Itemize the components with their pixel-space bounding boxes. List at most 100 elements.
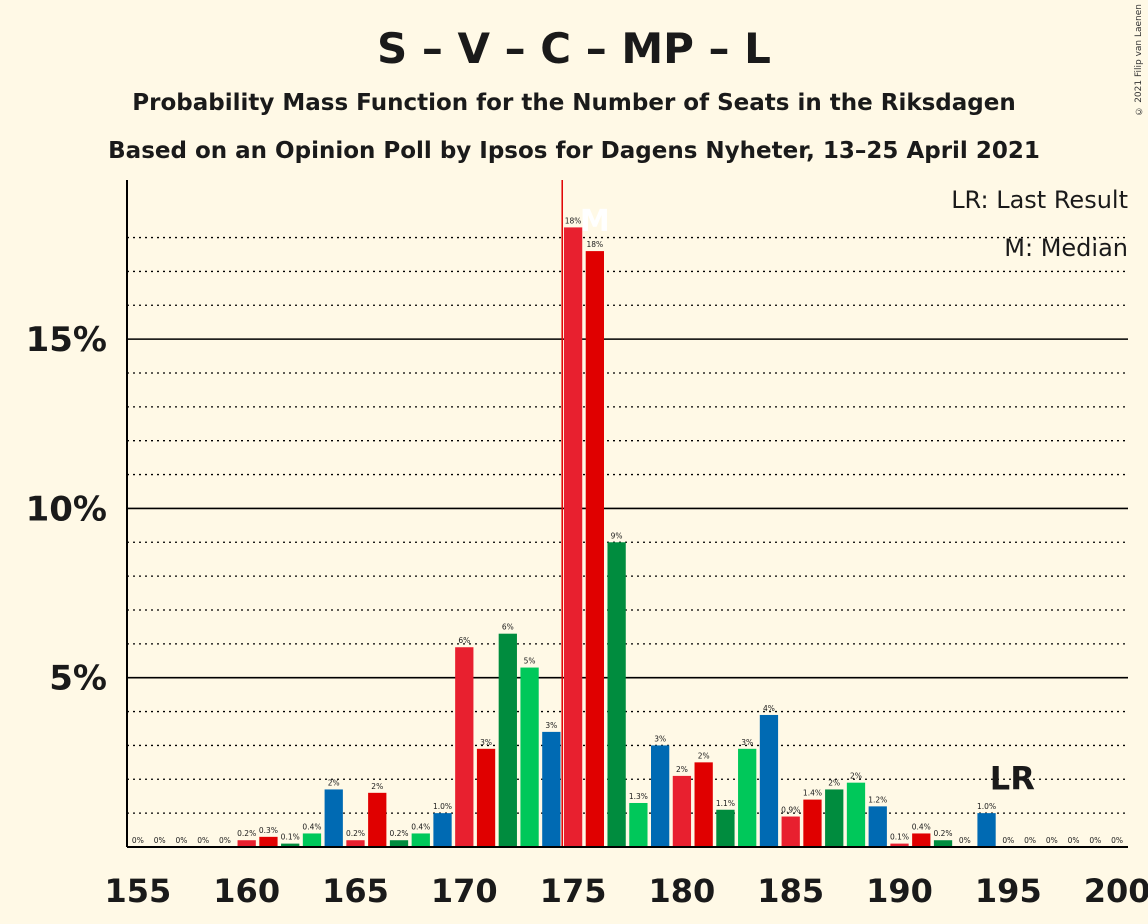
y-tick-label: 10% xyxy=(26,489,107,529)
bar xyxy=(498,633,517,847)
bar xyxy=(651,745,670,847)
bar-value-label: 0.2% xyxy=(934,829,953,838)
x-tick-label: 160 xyxy=(213,872,280,910)
bar xyxy=(411,833,430,847)
bar-value-label: 1.0% xyxy=(977,802,996,811)
bar xyxy=(433,813,452,847)
bar-value-label: 0% xyxy=(1111,836,1123,845)
x-tick-label: 155 xyxy=(104,872,171,910)
chart-subtitle-source: Based on an Opinion Poll by Ipsos for Da… xyxy=(108,138,1040,164)
bar-value-label: 1.2% xyxy=(868,795,887,804)
bar xyxy=(476,748,496,847)
last-result-marker: LR xyxy=(990,759,1035,797)
bar xyxy=(825,789,844,847)
chart-title: S – V – C – MP – L xyxy=(377,24,771,73)
bar-value-label: 0.2% xyxy=(237,829,256,838)
bar-value-label: 9% xyxy=(611,531,623,540)
bar-value-label: 2% xyxy=(328,778,340,787)
bar-value-label: 2% xyxy=(850,772,862,781)
bar-value-label: 0% xyxy=(1068,836,1080,845)
bar-value-label: 0% xyxy=(1046,836,1058,845)
bar-value-label: 0% xyxy=(197,836,209,845)
bar xyxy=(607,542,626,847)
bar-value-label: 0.1% xyxy=(890,833,909,842)
x-tick-label: 170 xyxy=(431,872,498,910)
y-tick-label: 5% xyxy=(49,659,107,699)
bar-value-label: 3% xyxy=(545,721,557,730)
bar xyxy=(585,251,604,848)
bar xyxy=(868,806,887,847)
bar xyxy=(912,833,931,847)
bar xyxy=(237,840,256,847)
bar-value-label: 0.9% xyxy=(781,806,800,815)
bar xyxy=(563,227,583,848)
bar xyxy=(977,813,996,847)
bar-value-label: 1.1% xyxy=(716,799,735,808)
bar-value-label: 0% xyxy=(959,836,971,845)
bar-value-label: 3% xyxy=(741,738,753,747)
bar-value-label: 1.4% xyxy=(803,789,822,798)
bar xyxy=(890,843,909,847)
bar xyxy=(629,802,648,847)
bar-value-label: 1.0% xyxy=(433,802,452,811)
bar-value-label: 4% xyxy=(763,704,775,713)
bar xyxy=(302,833,322,847)
bar xyxy=(520,667,539,847)
x-tick-label: 175 xyxy=(540,872,607,910)
bar xyxy=(716,809,735,847)
bar xyxy=(803,799,822,847)
bar-value-label: 5% xyxy=(524,657,536,666)
bar-value-label: 0% xyxy=(175,836,187,845)
bar xyxy=(781,816,800,847)
bar xyxy=(738,748,757,847)
bar-value-label: 0% xyxy=(1024,836,1036,845)
x-tick-label: 165 xyxy=(322,872,389,910)
bar-value-label: 2% xyxy=(698,751,710,760)
bar xyxy=(324,789,343,847)
bar-value-label: 0.4% xyxy=(912,822,931,831)
bar xyxy=(933,840,953,847)
bar xyxy=(542,731,561,847)
bar xyxy=(846,782,866,847)
bar xyxy=(281,843,300,847)
y-tick-label: 15% xyxy=(26,320,107,360)
bar-value-label: 0% xyxy=(1002,836,1014,845)
median-marker: M xyxy=(580,204,610,239)
x-tick-label: 195 xyxy=(975,872,1042,910)
x-tick-label: 185 xyxy=(757,872,824,910)
chart-subtitle: Probability Mass Function for the Number… xyxy=(132,90,1016,116)
bar xyxy=(672,775,692,847)
bar-value-label: 0.4% xyxy=(411,822,430,831)
bar xyxy=(389,840,409,847)
bar-value-label: 2% xyxy=(676,765,688,774)
bar-value-label: 3% xyxy=(480,738,492,747)
bar xyxy=(368,792,387,847)
bar xyxy=(346,840,365,847)
legend-last-result: LR: Last Result xyxy=(951,186,1128,214)
bar-value-label: 18% xyxy=(565,216,582,225)
bar-value-label: 0.4% xyxy=(302,822,321,831)
x-tick-label: 190 xyxy=(866,872,933,910)
bar-value-label: 2% xyxy=(828,778,840,787)
x-tick-label: 180 xyxy=(649,872,716,910)
bar-value-label: 18% xyxy=(587,240,604,249)
bar xyxy=(759,714,779,847)
bar-value-label: 6% xyxy=(502,623,514,632)
bar xyxy=(455,647,474,847)
bar-value-label: 0.1% xyxy=(281,833,300,842)
bar xyxy=(259,836,278,847)
bar-value-label: 0% xyxy=(154,836,166,845)
bar-value-label: 2% xyxy=(371,782,383,791)
legend-median: M: Median xyxy=(1004,234,1128,262)
bar-value-label: 0.3% xyxy=(259,826,278,835)
bar-value-label: 0% xyxy=(1089,836,1101,845)
bar-value-label: 6% xyxy=(458,636,470,645)
x-tick-label: 200 xyxy=(1084,872,1148,910)
bar-value-label: 1.3% xyxy=(629,792,648,801)
bar-value-label: 0.2% xyxy=(389,829,408,838)
bar xyxy=(694,762,713,847)
bar-value-label: 0% xyxy=(132,836,144,845)
bar-value-label: 0.2% xyxy=(346,829,365,838)
bar-value-label: 3% xyxy=(654,734,666,743)
